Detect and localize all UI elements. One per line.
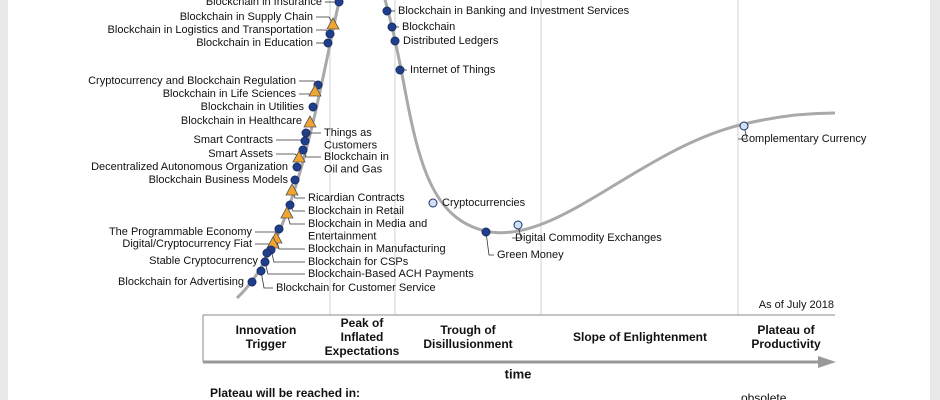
marker	[280, 206, 294, 219]
marker	[325, 29, 335, 39]
leader	[485, 231, 494, 256]
tech-label: Blockchain in Retail	[308, 205, 404, 217]
tech-label: Blockchain-Based ACH Payments	[308, 268, 474, 280]
phase-dividers	[329, 0, 739, 315]
tech-label: Blockchain in	[324, 151, 389, 163]
hype-curve	[235, 0, 836, 300]
tech-label: Internet of Things	[410, 64, 496, 76]
phase-label: Innovation	[236, 323, 297, 337]
tech-label: Blockchain in Utilities	[201, 101, 305, 113]
phase-label: Trough of	[440, 323, 496, 337]
tech-label: Blockchain in Insurance	[206, 0, 322, 8]
leader	[270, 249, 305, 263]
tech-label: Entertainment	[308, 230, 376, 242]
tech-label: Blockchain for CSPs	[308, 256, 409, 268]
tech-label: Digital Commodity Exchanges	[515, 232, 662, 244]
marker	[382, 6, 392, 16]
marker	[274, 224, 284, 234]
leader	[264, 261, 305, 275]
marker	[739, 121, 749, 131]
phase-label: Inflated	[341, 330, 384, 344]
marker	[285, 183, 299, 196]
tech-label: Blockchain in Healthcare	[181, 115, 302, 127]
marker	[326, 17, 340, 30]
tech-label: Ricardian Contracts	[308, 192, 405, 204]
tech-label: Blockchain Business Models	[149, 174, 289, 186]
marker	[260, 257, 270, 267]
tech-label: Blockchain in Education	[196, 37, 313, 49]
leader	[260, 270, 273, 289]
tech-label: Blockchain for Customer Service	[276, 282, 436, 294]
tech-label: Complementary Currency	[741, 133, 867, 145]
marker	[292, 150, 306, 163]
phase-label: Expectations	[325, 344, 400, 358]
marker	[256, 266, 266, 276]
marker	[308, 102, 318, 112]
tech-label: Blockchain in Logistics and Transportati…	[108, 24, 313, 36]
marker	[308, 84, 322, 97]
tech-label: Cryptocurrencies	[442, 197, 526, 209]
phase-label: Disillusionment	[423, 337, 512, 351]
tech-label: Blockchain in Manufacturing	[308, 243, 446, 255]
legend-title: Plateau will be reached in:	[210, 386, 360, 400]
legend-item: obsolete	[741, 391, 787, 400]
marker	[481, 227, 491, 237]
marker	[513, 220, 523, 230]
marker	[334, 0, 344, 7]
phase-label: Peak of	[341, 316, 385, 330]
marker	[303, 115, 317, 128]
tech-label: Things as	[324, 127, 372, 139]
marker	[298, 145, 308, 155]
tech-label: Green Money	[497, 249, 564, 261]
tech-label: Decentralized Autonomous Organization	[91, 161, 288, 173]
tech-label: Blockchain in Supply Chain	[180, 11, 313, 23]
marker	[300, 136, 310, 146]
marker	[323, 38, 333, 48]
axis-arrow	[818, 356, 836, 368]
as-of: As of July 2018	[759, 299, 834, 311]
marker	[428, 198, 438, 208]
edge	[0, 0, 8, 400]
x-axis-label: time	[505, 366, 532, 381]
tech-label: Customers	[324, 139, 378, 151]
tech-label: Blockchain in Life Sciences	[163, 88, 297, 100]
phase-label: Trigger	[246, 337, 287, 351]
edge	[930, 0, 940, 400]
tech-label: Stable Cryptocurrency	[149, 255, 258, 267]
marker	[387, 22, 397, 32]
tech-label: Smart Contracts	[194, 134, 274, 146]
marker	[262, 248, 272, 258]
tech-label: The Programmable Economy	[109, 226, 253, 238]
phase-label: Productivity	[751, 337, 821, 351]
tech-label: Blockchain for Advertising	[118, 276, 244, 288]
marker	[292, 162, 302, 172]
tech-label: Distributed Ledgers	[403, 35, 499, 47]
marker	[290, 175, 300, 185]
tech-label: Blockchain	[402, 21, 455, 33]
marker	[395, 65, 405, 75]
tech-label: Oil and Gas	[324, 163, 383, 175]
tech-label: Digital/Cryptocurrency Fiat	[122, 238, 252, 250]
tech-label: Blockchain in Media and	[308, 218, 427, 230]
marker	[247, 277, 257, 287]
phase-label: Slope of Enlightenment	[573, 330, 707, 344]
marker	[285, 200, 295, 210]
phase-label: Plateau of	[757, 323, 815, 337]
tech-label: Cryptocurrency and Blockchain Regulation	[88, 75, 296, 87]
tech-label: Smart Assets	[208, 148, 273, 160]
marker	[390, 36, 400, 46]
tech-label: Blockchain in Banking and Investment Ser…	[398, 5, 630, 17]
